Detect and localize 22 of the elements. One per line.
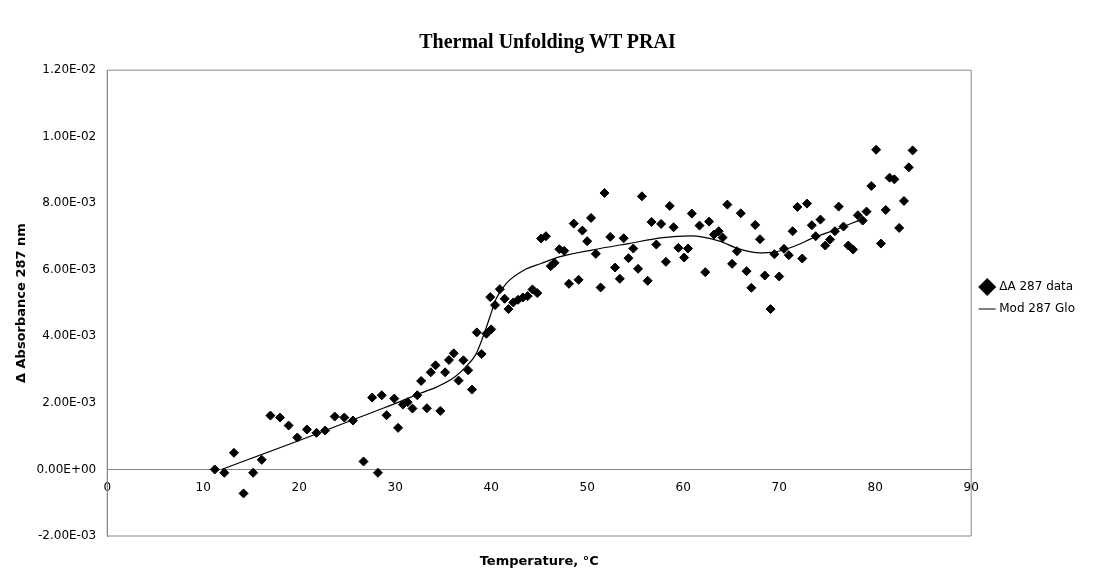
- legend-label: ΔA 287 data: [999, 279, 1074, 294]
- y-tick-label: 1.20E-02: [42, 62, 97, 77]
- y-tick-label: 1.00E-02: [42, 128, 97, 143]
- x-tick-label: 30: [387, 479, 403, 494]
- y-axis-title: Δ Absorbance 287 nm: [13, 223, 29, 384]
- chart-title: Thermal Unfolding WT PRAI: [418, 30, 677, 55]
- y-tick-label: 0.00E+00: [36, 461, 97, 476]
- x-axis-title: Temperature, °C: [479, 552, 599, 568]
- x-tick-label: 40: [483, 479, 499, 494]
- legend-label: Mod 287 Glo: [999, 301, 1076, 316]
- y-tick-label: 6.00E-03: [42, 261, 97, 276]
- x-tick-label: 60: [675, 479, 691, 494]
- x-tick-label: 80: [867, 479, 883, 494]
- y-tick-label: 2.00E-03: [42, 395, 97, 410]
- y-tick-label: 8.00E-03: [42, 195, 97, 210]
- x-tick-label: 20: [291, 479, 307, 494]
- x-tick-label: 70: [771, 479, 787, 494]
- y-tick-label: -2.00E-03: [37, 528, 97, 543]
- x-tick-label: 10: [195, 479, 211, 494]
- x-tick-label: 90: [963, 479, 979, 494]
- y-tick-label: 4.00E-03: [42, 328, 97, 343]
- x-tick-label: 50: [579, 479, 595, 494]
